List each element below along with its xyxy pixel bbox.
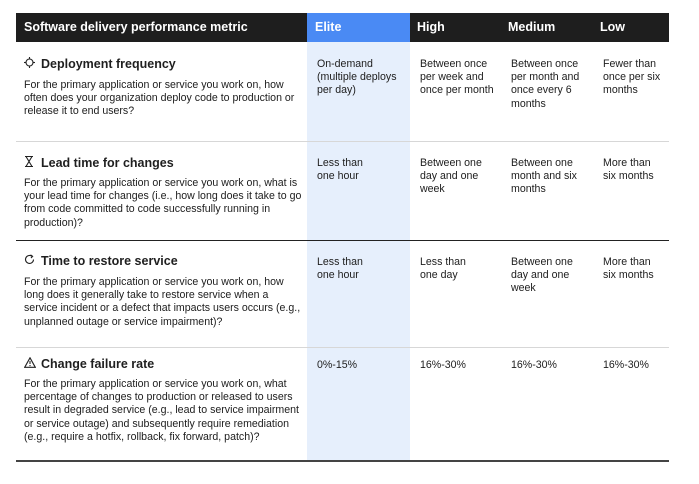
value-elite: Less than one hour [317,256,363,282]
row-divider [16,141,669,142]
value-medium: Between one month and six months [511,157,577,196]
warning-icon [23,356,37,371]
hourglass-icon [24,155,37,170]
value-low: Fewer than once per six months [603,58,661,97]
table-bottom-rule [16,460,669,462]
metric-question: For the primary application or service y… [24,378,299,443]
value-high: Less than one day [420,256,466,282]
restore-icon [24,254,37,268]
metric-title-change-failure: Change failure rate [41,357,155,371]
table-header: Software delivery performance metric Eli… [16,13,669,42]
metric-question: For the primary application or service y… [24,79,295,118]
value-low: More than six months [603,157,654,183]
deploy-icon [24,57,37,71]
elite-column-highlight [307,42,410,460]
value-low: 16%-30% [603,359,649,371]
table-row: Time to restore service For the primary … [16,241,669,347]
value-high: 16%-30% [420,359,466,371]
row-divider [16,347,669,348]
metric-title-restore: Time to restore service [41,254,178,268]
metric-question: For the primary application or service y… [24,177,302,229]
value-high: Between once per week and once per month [420,58,494,97]
value-medium: Between once per month and once every 6 … [511,58,580,110]
header-metric: Software delivery performance metric [24,20,248,34]
value-elite: Less than one hour [317,157,363,183]
header-medium: Medium [508,20,556,34]
table-row: Change failure rate For the primary appl… [16,348,669,460]
table-row: Lead time for changes For the primary ap… [16,142,669,240]
metric-question: For the primary application or service y… [24,276,301,328]
row-divider [16,240,669,241]
value-high: Between one day and one week [420,157,482,196]
value-elite: On-demand (multiple deploys per day) [317,58,397,97]
table-row: Deployment frequency For the primary app… [16,42,669,141]
metric-title-lead-time: Lead time for changes [41,156,174,170]
value-low: More than six months [603,256,654,282]
value-medium: Between one day and one week [511,256,573,295]
value-elite: 0%-15% [317,359,358,371]
value-medium: 16%-30% [511,359,557,371]
metric-title-deployment-frequency: Deployment frequency [41,57,176,71]
header-high: High [417,20,445,34]
header-low: Low [600,20,625,34]
header-elite: Elite [307,13,410,42]
